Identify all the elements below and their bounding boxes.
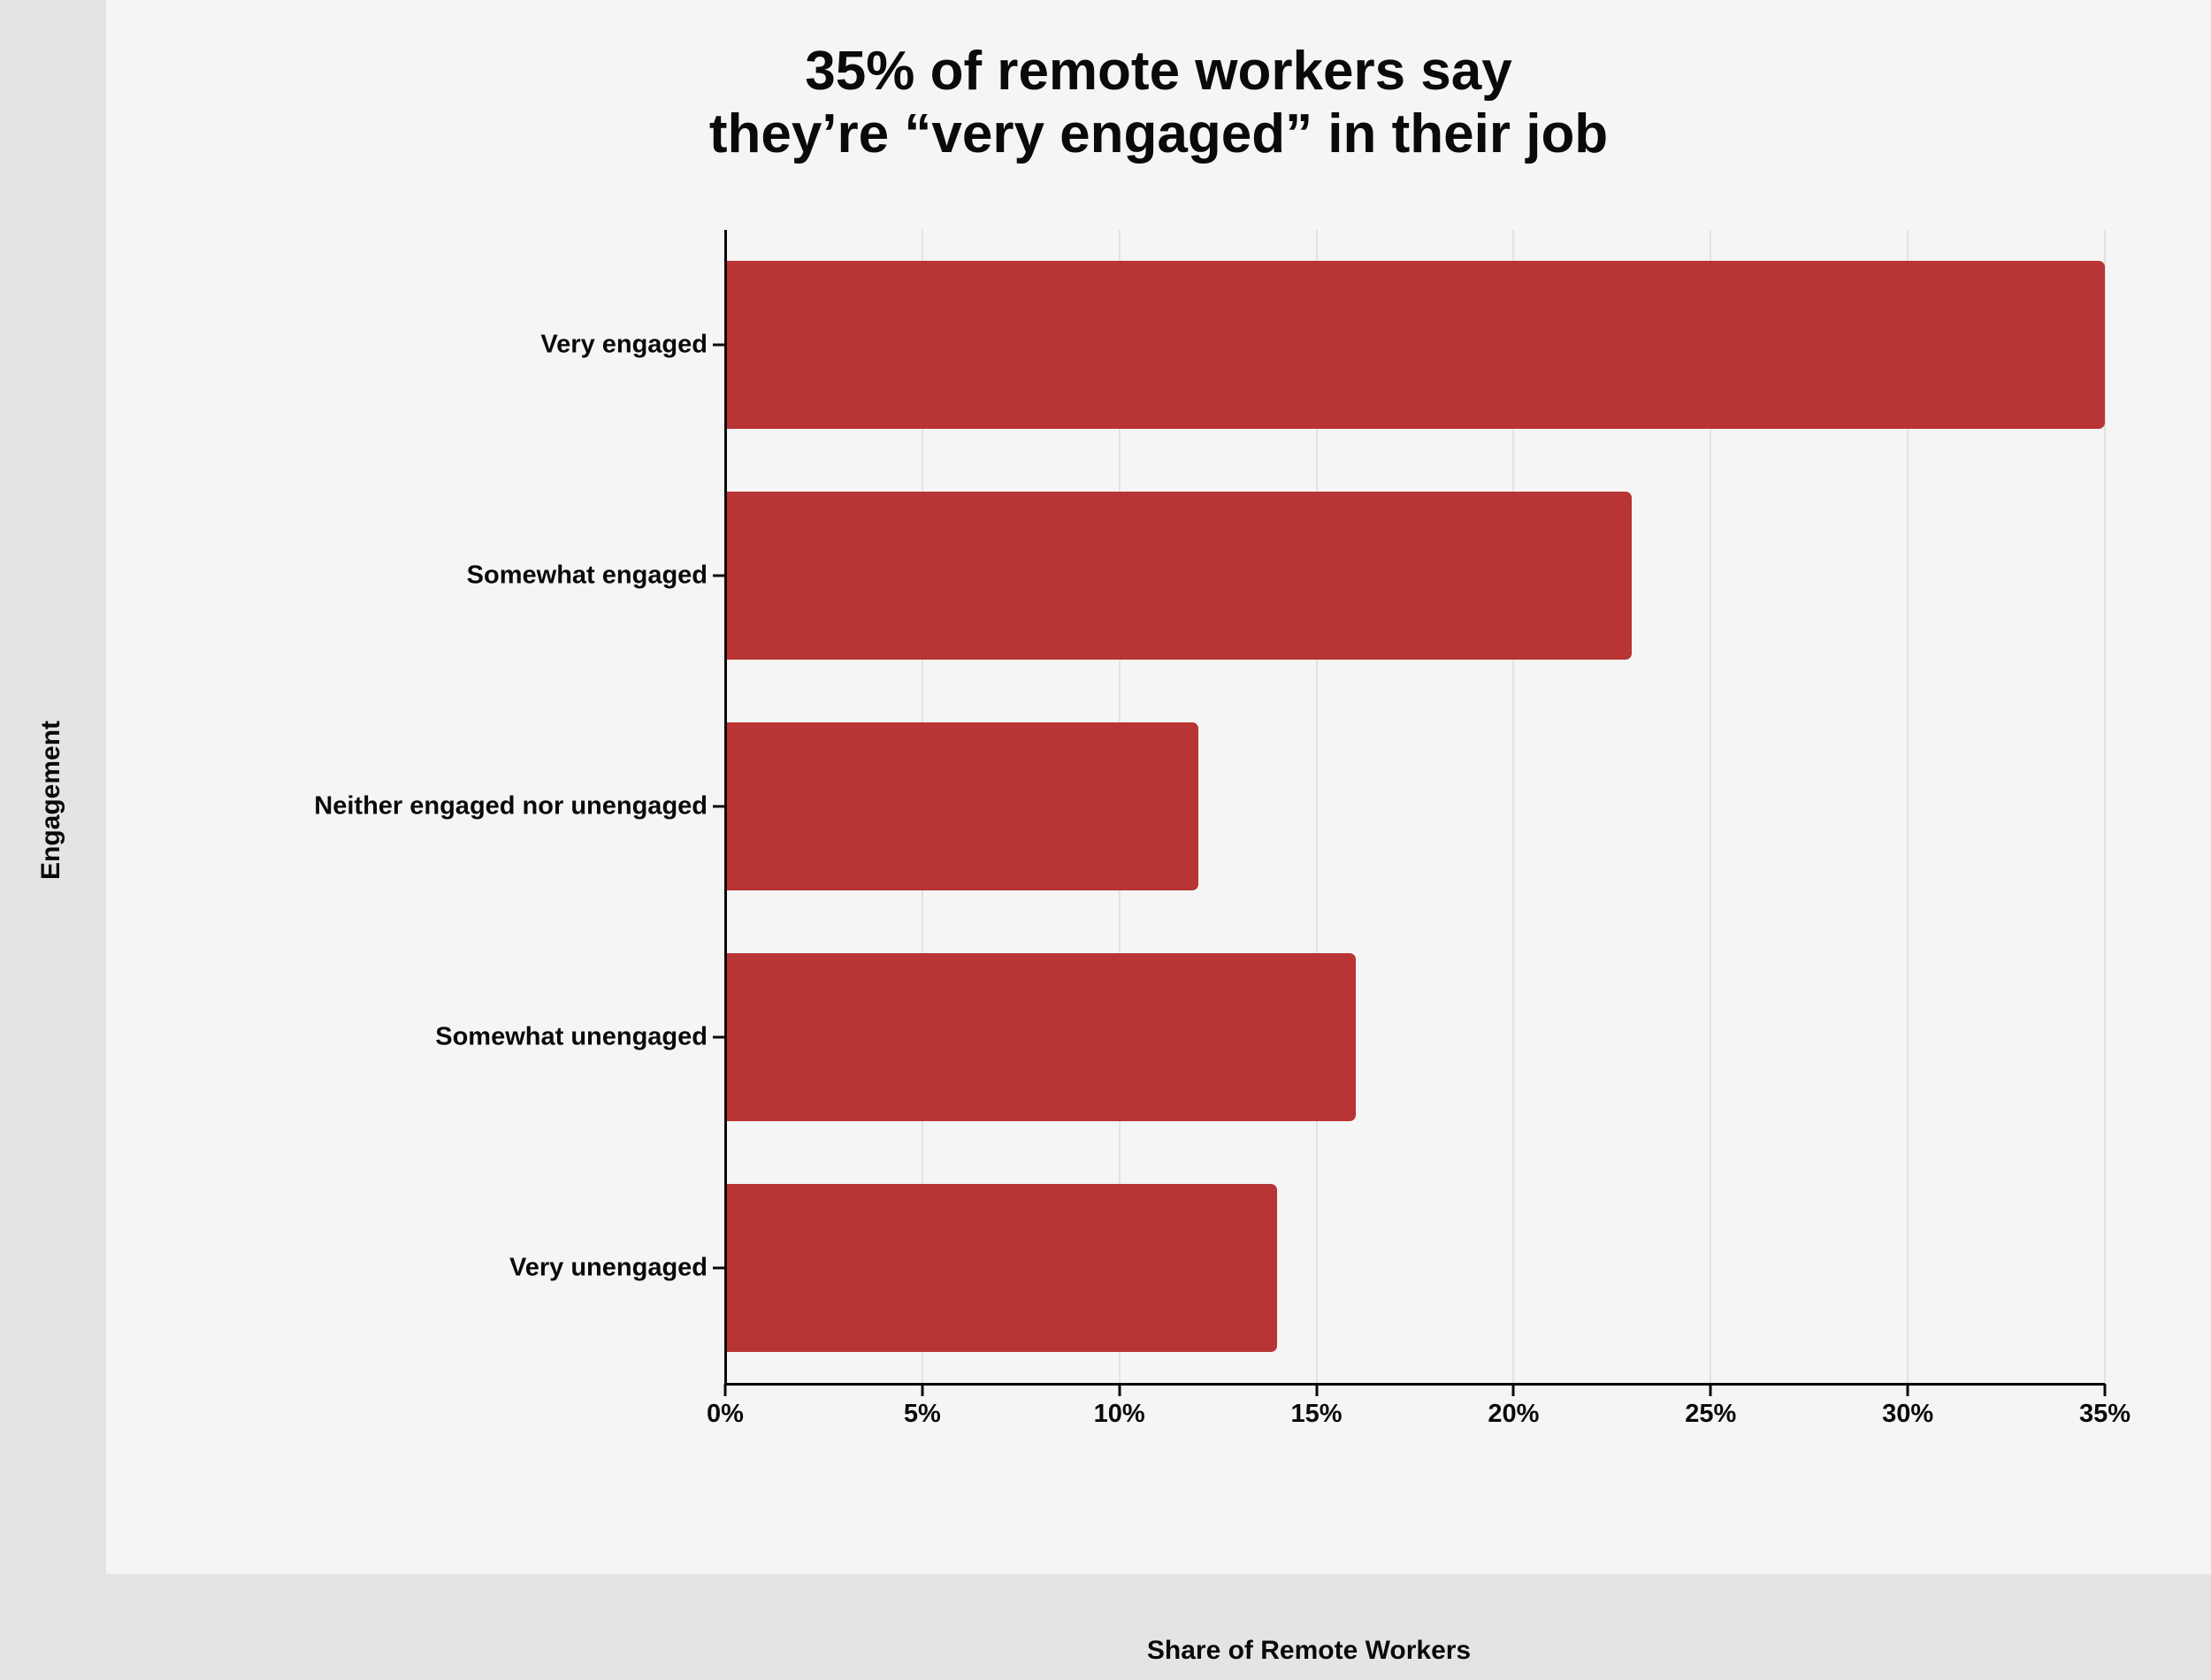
x-tick-label: 25% — [1685, 1384, 1736, 1429]
category-label: Somewhat unengaged — [435, 1023, 725, 1052]
chart-container: 35% of remote workers say they’re “very … — [0, 0, 2211, 1680]
x-tick-label: 20% — [1488, 1384, 1539, 1429]
bar — [725, 722, 1198, 890]
bar — [725, 1184, 1277, 1352]
chart-panel: 35% of remote workers say they’re “very … — [106, 0, 2211, 1574]
chart-title-line-1: 35% of remote workers say — [805, 41, 1512, 102]
x-tick-label: 10% — [1094, 1384, 1145, 1429]
x-tick-label: 30% — [1882, 1384, 1933, 1429]
x-tick-label: 15% — [1291, 1384, 1343, 1429]
category-label: Somewhat engaged — [467, 561, 725, 591]
chart-title: 35% of remote workers say they’re “very … — [106, 0, 2211, 166]
category-label: Very engaged — [540, 331, 725, 360]
x-axis-line — [724, 1383, 2105, 1386]
plot-area: 0%5%10%15%20%25%30%35%Very engagedSomewh… — [725, 230, 2105, 1384]
bar — [725, 953, 1356, 1121]
category-label: Very unengaged — [509, 1254, 725, 1283]
chart-title-line-2: they’re “very engaged” in their job — [709, 103, 1608, 164]
bar — [725, 261, 2105, 429]
x-axis-title: Share of Remote Workers — [1147, 1636, 1471, 1666]
x-tick-label: 5% — [904, 1384, 941, 1429]
y-axis-line — [724, 230, 727, 1384]
x-tick-label: 35% — [2079, 1384, 2131, 1429]
category-label: Neither engaged nor unengaged — [314, 792, 725, 821]
y-axis-title: Engagement — [36, 721, 66, 880]
bar — [725, 492, 1632, 660]
x-tick-label: 0% — [707, 1384, 744, 1429]
